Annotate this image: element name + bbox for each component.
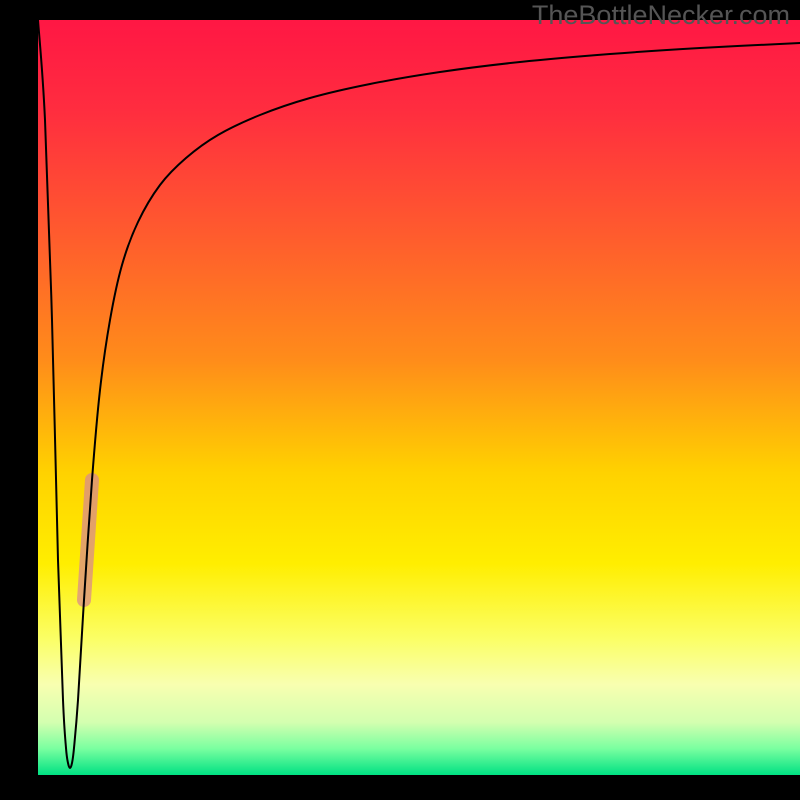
watermark-text: TheBottleNecker.com	[532, 0, 790, 31]
chart-container: TheBottleNecker.com	[0, 0, 800, 800]
curve-svg	[38, 20, 800, 775]
bottleneck-curve	[38, 20, 800, 768]
plot-area	[38, 20, 800, 775]
